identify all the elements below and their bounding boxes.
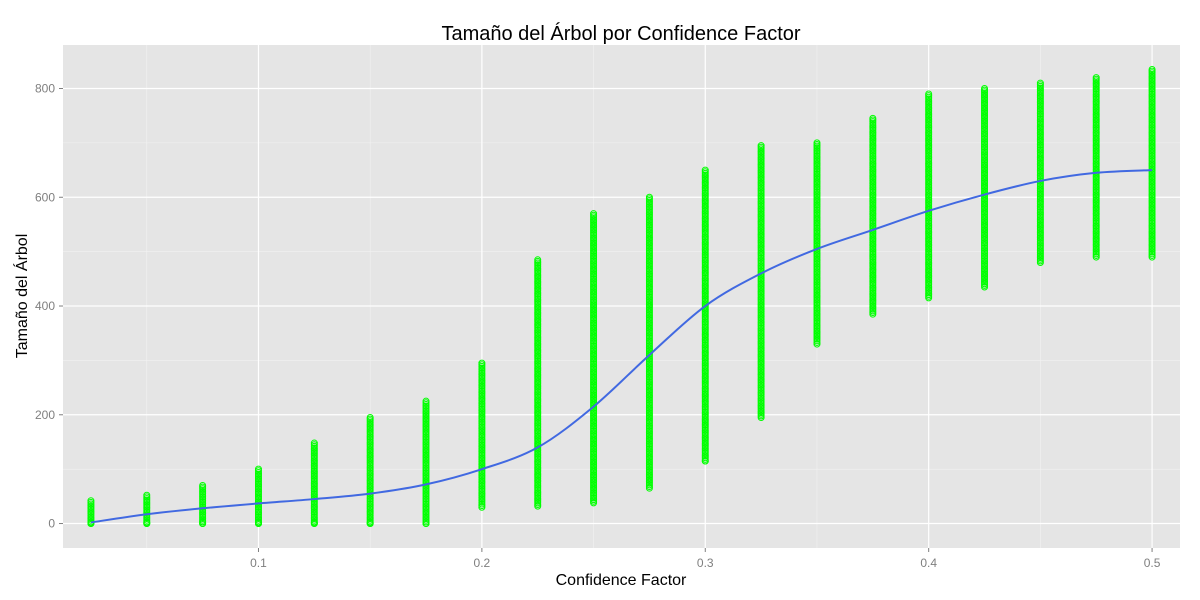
plot-panel <box>63 45 1180 548</box>
smooth-trend-line <box>90 169 1153 524</box>
y-tick-label: 400 <box>35 299 55 313</box>
data-point <box>422 520 430 528</box>
x-tick-label: 0.2 <box>474 556 491 570</box>
y-tick-label: 0 <box>48 517 55 531</box>
y-tick-label: 800 <box>35 82 55 96</box>
data-point <box>869 114 877 122</box>
x-tick-label: 0.4 <box>920 556 937 570</box>
data-point <box>366 518 374 526</box>
data-point <box>925 90 933 98</box>
data-point <box>1036 79 1044 87</box>
major-gridlines <box>63 45 1180 548</box>
data-point <box>310 439 318 447</box>
data-point <box>981 85 989 93</box>
data-point <box>1092 74 1100 82</box>
data-point <box>366 413 374 421</box>
data-point <box>143 518 151 526</box>
data-point <box>701 166 709 174</box>
x-tick-label: 0.1 <box>250 556 267 570</box>
data-point <box>645 193 653 201</box>
y-tick-label: 200 <box>35 408 55 422</box>
data-point <box>534 256 542 264</box>
minor-gridlines <box>63 45 1180 548</box>
y-axis-title: Tamaño del Árbol <box>12 234 31 359</box>
x-axis-ticks: 0.1 0.2 0.3 0.4 0.5 <box>250 548 1161 570</box>
data-point <box>254 465 262 473</box>
data-point <box>422 397 430 405</box>
chart-title: Tamaño del Árbol por Confidence Factor <box>441 22 800 45</box>
x-tick-label: 0.5 <box>1144 556 1161 570</box>
data-point <box>254 518 262 526</box>
data-point <box>310 518 318 526</box>
data-point <box>701 457 709 465</box>
data-point <box>757 142 765 150</box>
data-point <box>1148 65 1156 73</box>
data-point <box>813 139 821 147</box>
y-tick-label: 600 <box>35 190 55 204</box>
data-point <box>590 210 598 218</box>
x-axis-title: Confidence Factor <box>556 572 687 589</box>
data-point <box>87 497 95 505</box>
data-point <box>143 491 151 499</box>
data-point <box>199 481 207 489</box>
y-axis-ticks: 0 200 400 600 800 <box>35 82 63 531</box>
data-points <box>87 65 1156 528</box>
x-tick-label: 0.3 <box>697 556 714 570</box>
data-point <box>199 518 207 526</box>
data-point <box>478 359 486 367</box>
